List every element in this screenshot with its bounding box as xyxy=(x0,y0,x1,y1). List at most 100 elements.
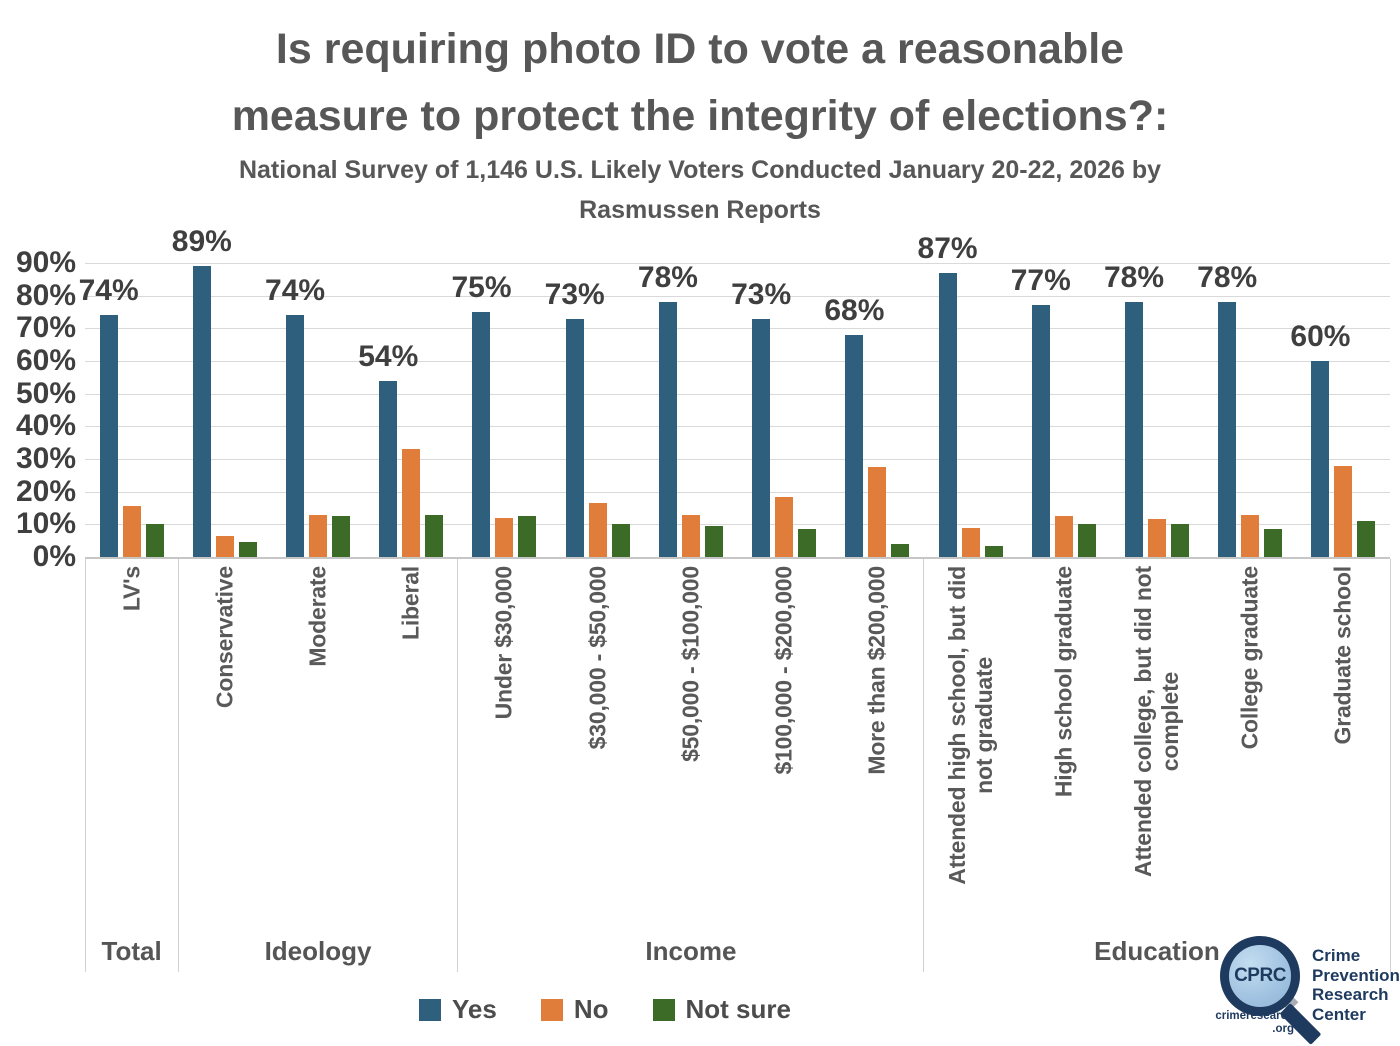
chart-subtitle-line1: National Survey of 1,146 U.S. Likely Vot… xyxy=(238,156,1162,184)
category-label: Under $30,000 xyxy=(490,566,517,720)
value-label: 89% xyxy=(171,225,232,259)
bar-cluster: 74% xyxy=(265,263,364,557)
legend-item-no: No xyxy=(540,994,609,1025)
legend-swatch-no xyxy=(540,998,563,1021)
category-label-cell: $50,000 - $100,000 xyxy=(644,559,737,929)
category-label: High school graduate xyxy=(1050,566,1077,798)
bar-no xyxy=(215,535,234,557)
category-label-cell: Under $30,000 xyxy=(458,559,551,929)
bar-cluster: 60% xyxy=(1290,263,1390,557)
bar-yes: 89% xyxy=(172,225,232,557)
chart-title-line2: measure to protect the integrity of elec… xyxy=(231,92,1169,140)
gridline xyxy=(85,524,1390,526)
bar-not-sure xyxy=(332,516,351,557)
bar-no xyxy=(1147,519,1166,557)
category-label: $30,000 - $50,000 xyxy=(584,566,611,750)
category-labels: LV's Conservative Moderate Liberal Under $30… xyxy=(85,559,1390,929)
bar-yes: 87% xyxy=(918,232,978,557)
chart-title: Is requiring photo ID to vote a reasonab… xyxy=(0,16,1400,150)
category-label: Graduate school xyxy=(1329,566,1356,745)
value-label: 77% xyxy=(1010,264,1071,298)
logo-url-line1: crimeresearch xyxy=(1215,1010,1294,1022)
legend-label: No xyxy=(573,994,609,1024)
bar-cluster: 78% xyxy=(1104,261,1203,557)
bar-yes: 74% xyxy=(79,274,139,557)
y-tick-label: 90% xyxy=(15,246,76,279)
category-label: Conservative xyxy=(211,566,238,709)
bar-not-sure xyxy=(611,524,630,557)
category-label: $100,000 - $200,000 xyxy=(770,566,797,775)
gridline xyxy=(85,263,1390,264)
category-label-cell: Moderate xyxy=(271,559,364,929)
value-label: 74% xyxy=(265,274,326,308)
legend-swatch-yes xyxy=(419,998,442,1021)
y-tick-label: 70% xyxy=(15,311,76,345)
bar-not-sure xyxy=(1264,529,1283,557)
gridline xyxy=(85,491,1390,493)
group-label-income: Income xyxy=(645,935,737,966)
bar-no xyxy=(961,527,980,557)
group-label-total: Total xyxy=(101,935,162,966)
value-label: 68% xyxy=(824,293,885,327)
bar-yes: 78% xyxy=(638,261,698,557)
bar-no xyxy=(1334,465,1353,557)
bar-cluster: 68% xyxy=(824,263,924,557)
y-tick-label: 10% xyxy=(15,507,76,541)
bar-not-sure xyxy=(704,525,723,557)
bar-not-sure xyxy=(238,542,257,557)
bar-yes: 73% xyxy=(731,278,791,557)
category-label: More than $200,000 xyxy=(863,566,890,775)
gridline xyxy=(85,459,1390,460)
value-label: 73% xyxy=(731,277,792,311)
bar-cluster: 54% xyxy=(358,263,458,557)
legend-item-not-sure: Not sure xyxy=(652,994,791,1025)
logo-abbreviation: CPRC xyxy=(1234,965,1286,986)
y-tick-label: 0% xyxy=(32,540,76,573)
bar-no xyxy=(402,449,421,557)
bar-cluster: 74% xyxy=(79,263,178,557)
value-label: 78% xyxy=(1197,261,1258,295)
group-label-education: Education xyxy=(1094,935,1220,966)
y-tick-label: 50% xyxy=(15,376,76,410)
bar-yes: 74% xyxy=(265,274,325,557)
bar-yes: 77% xyxy=(1011,264,1071,557)
category-label-cell: Attended college, but did not complete xyxy=(1110,559,1203,929)
logo-org-line3: Research xyxy=(1312,985,1389,1004)
category-label: Attended high school, but did not gradua… xyxy=(943,566,997,885)
category-label-cell: Graduate school xyxy=(1297,559,1390,929)
chart-subtitle-line2: Rasmussen Reports xyxy=(579,196,821,224)
category-label-cell: More than $200,000 xyxy=(831,559,924,929)
logo-url: crimeresearch .org xyxy=(1208,1010,1294,1035)
bar-not-sure xyxy=(1357,521,1376,557)
logo-org-line4: Center xyxy=(1312,1004,1366,1024)
bar-yes: 75% xyxy=(451,271,511,557)
bar-cluster: 87% xyxy=(918,232,1017,557)
value-label: 75% xyxy=(451,271,512,304)
category-label: Moderate xyxy=(304,566,331,667)
group-divider xyxy=(923,559,925,972)
value-label: 87% xyxy=(917,231,978,265)
category-label-cell: LV's xyxy=(85,559,178,929)
bar-group-education: 87% 77% 78% 78% 60% xyxy=(918,232,1390,557)
legend-label: Yes xyxy=(452,994,497,1024)
bar-no xyxy=(495,517,514,557)
bar-not-sure xyxy=(1077,524,1096,557)
category-label: LV's xyxy=(118,566,145,612)
bar-no xyxy=(122,506,141,557)
group-divider xyxy=(457,559,459,972)
bar-cluster: 75% xyxy=(451,263,551,557)
gridline xyxy=(85,361,1390,362)
bar-yes: 54% xyxy=(358,340,418,557)
bar-no xyxy=(1054,516,1073,557)
bar-cluster: 77% xyxy=(1011,263,1110,557)
y-tick-label: 20% xyxy=(15,474,76,508)
legend-item-yes: Yes xyxy=(419,994,497,1025)
category-label: Liberal xyxy=(397,566,424,641)
category-label-cell: College graduate xyxy=(1204,559,1297,929)
bar-not-sure xyxy=(984,545,1003,557)
group-names: Total Ideology Income Education xyxy=(85,929,1390,973)
gridline xyxy=(85,393,1390,395)
cprc-logo: CPRC Crime Prevention Research Center cr… xyxy=(1208,928,1400,1045)
magnifier-lens-icon: CPRC xyxy=(1220,936,1300,1016)
